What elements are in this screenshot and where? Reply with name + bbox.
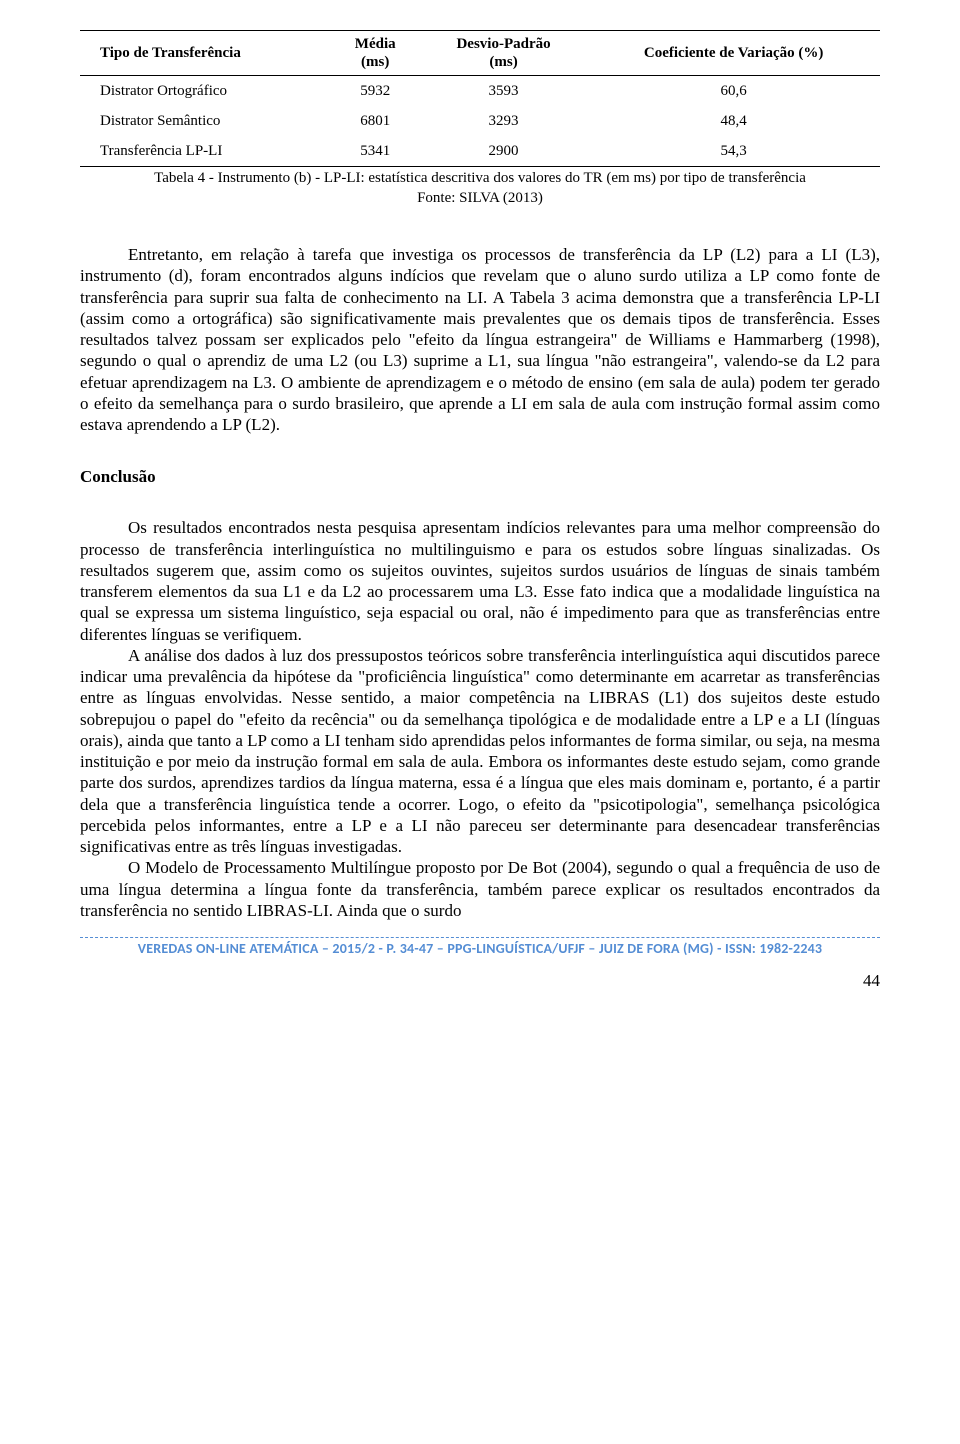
caption-line2: Fonte: SILVA (2013) (417, 190, 543, 206)
caption-line1: Tabela 4 - Instrumento (b) - LP-LI: esta… (154, 170, 806, 186)
table-caption: Tabela 4 - Instrumento (b) - LP-LI: esta… (80, 169, 880, 208)
footer-separator (80, 937, 880, 938)
table-header-row: Tipo de Transferência Média (ms) Desvio-… (80, 31, 880, 76)
col-header-media: Média (ms) (331, 31, 420, 76)
cell-coef: 54,3 (587, 136, 880, 167)
col-header-coef: Coeficiente de Variação (%) (587, 31, 880, 76)
table-row: Distrator Semântico 6801 3293 48,4 (80, 106, 880, 136)
cell-desvio: 2900 (420, 136, 587, 167)
cell-coef: 60,6 (587, 76, 880, 107)
para2-text: Os resultados encontrados nesta pesquisa… (80, 517, 880, 645)
cell-desvio: 3293 (420, 106, 587, 136)
cell-media: 5341 (331, 136, 420, 167)
table-row: Transferência LP-LI 5341 2900 54,3 (80, 136, 880, 167)
conclusion-body: Os resultados encontrados nesta pesquisa… (80, 517, 880, 921)
col-header-tipo: Tipo de Transferência (80, 31, 331, 76)
col-header-desvio: Desvio-Padrão (ms) (420, 31, 587, 76)
para1-text: Entretanto, em relação à tarefa que inve… (80, 244, 880, 435)
page-number: 44 (80, 971, 880, 991)
table-row: Distrator Ortográfico 5932 3593 60,6 (80, 76, 880, 107)
cell-coef: 48,4 (587, 106, 880, 136)
footer-citation: VEREDAS ON-LINE ATEMÁTICA – 2015/2 - P. … (80, 940, 880, 957)
cell-media: 6801 (331, 106, 420, 136)
para3-text: A análise dos dados à luz dos pressupost… (80, 645, 880, 858)
para4-text: O Modelo de Processamento Multilíngue pr… (80, 857, 880, 921)
cell-tipo: Distrator Ortográfico (80, 76, 331, 107)
data-table: Tipo de Transferência Média (ms) Desvio-… (80, 30, 880, 167)
section-title-conclusao: Conclusão (80, 467, 880, 487)
cell-tipo: Distrator Semântico (80, 106, 331, 136)
cell-media: 5932 (331, 76, 420, 107)
cell-tipo: Transferência LP-LI (80, 136, 331, 167)
cell-desvio: 3593 (420, 76, 587, 107)
paragraph-1: Entretanto, em relação à tarefa que inve… (80, 244, 880, 435)
